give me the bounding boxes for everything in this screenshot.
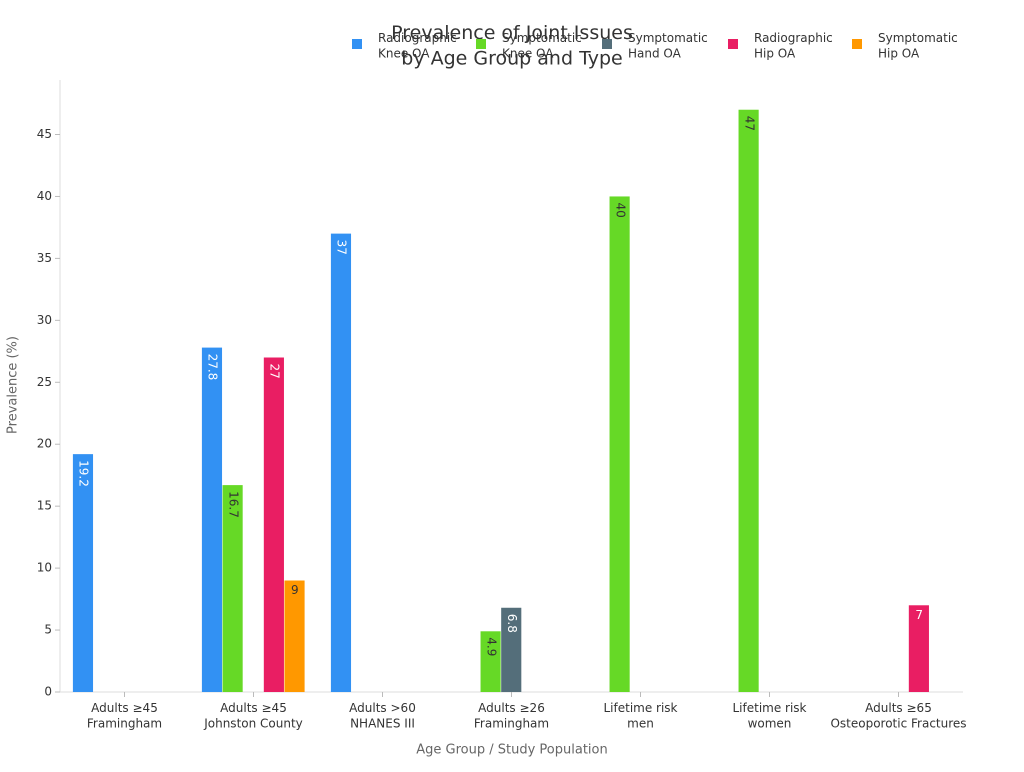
x-tick-label: Lifetime risk women xyxy=(732,701,806,731)
bar xyxy=(201,347,223,692)
x-tick-label: Adults >60 NHANES III xyxy=(349,701,416,731)
legend-swatch xyxy=(352,39,362,49)
bar xyxy=(222,485,243,692)
legend-swatch xyxy=(728,39,738,49)
y-tick-label: 25 xyxy=(37,375,52,389)
data-label: 9 xyxy=(291,583,299,597)
y-tick-label: 0 xyxy=(44,685,52,699)
y-tick-label: 30 xyxy=(37,313,52,327)
x-axis-title: Age Group / Study Population xyxy=(416,743,607,758)
y-tick-label: 45 xyxy=(37,127,52,141)
data-label: 47 xyxy=(742,116,756,131)
legend-label: Symptomatic Knee OA xyxy=(502,31,582,61)
x-tick-label: Adults ≥45 Johnston County xyxy=(203,701,303,731)
x-tick-label: Adults ≥26 Framingham xyxy=(474,701,549,731)
x-tick-label: Adults ≥65 Osteoporotic Fractures xyxy=(830,701,966,731)
legend-label: Symptomatic Hip OA xyxy=(878,31,958,61)
bar xyxy=(908,605,929,692)
bar xyxy=(501,607,522,692)
bar xyxy=(609,196,630,693)
bar xyxy=(72,454,94,692)
data-label: 27 xyxy=(268,364,282,379)
data-label: 37 xyxy=(335,240,349,255)
data-label: 7 xyxy=(915,608,923,622)
y-tick-label: 40 xyxy=(37,189,52,203)
y-tick-label: 10 xyxy=(37,561,52,575)
legend-swatch xyxy=(852,39,862,49)
chart-title: Prevalence of Joint Issues by Age Group a… xyxy=(391,22,633,70)
data-label: 27.8 xyxy=(206,354,220,381)
bar xyxy=(738,109,759,693)
legend-label: Radiographic Hip OA xyxy=(754,31,833,61)
bar xyxy=(330,233,352,692)
data-label: 6.8 xyxy=(505,614,519,633)
y-tick-label: 5 xyxy=(44,623,52,637)
legend-label: Radiographic Knee OA xyxy=(378,31,457,61)
bar xyxy=(284,580,305,692)
data-label: 40 xyxy=(613,202,627,217)
y-axis-title: Prevalence (%) xyxy=(6,336,21,434)
x-tick-label: Lifetime risk men xyxy=(603,701,677,731)
data-label: 16.7 xyxy=(226,491,240,518)
y-tick-label: 15 xyxy=(37,499,52,513)
legend-swatch xyxy=(476,39,486,49)
y-tick-label: 20 xyxy=(37,437,52,451)
data-label: 4.9 xyxy=(484,637,498,656)
legend-label: Symptomatic Hand OA xyxy=(628,31,708,61)
legend-swatch xyxy=(602,39,612,49)
data-label: 19.2 xyxy=(77,460,91,487)
x-tick-label: Adults ≥45 Framingham xyxy=(87,701,162,731)
y-tick-label: 35 xyxy=(37,251,52,265)
bar xyxy=(480,631,501,692)
bar xyxy=(263,357,284,692)
